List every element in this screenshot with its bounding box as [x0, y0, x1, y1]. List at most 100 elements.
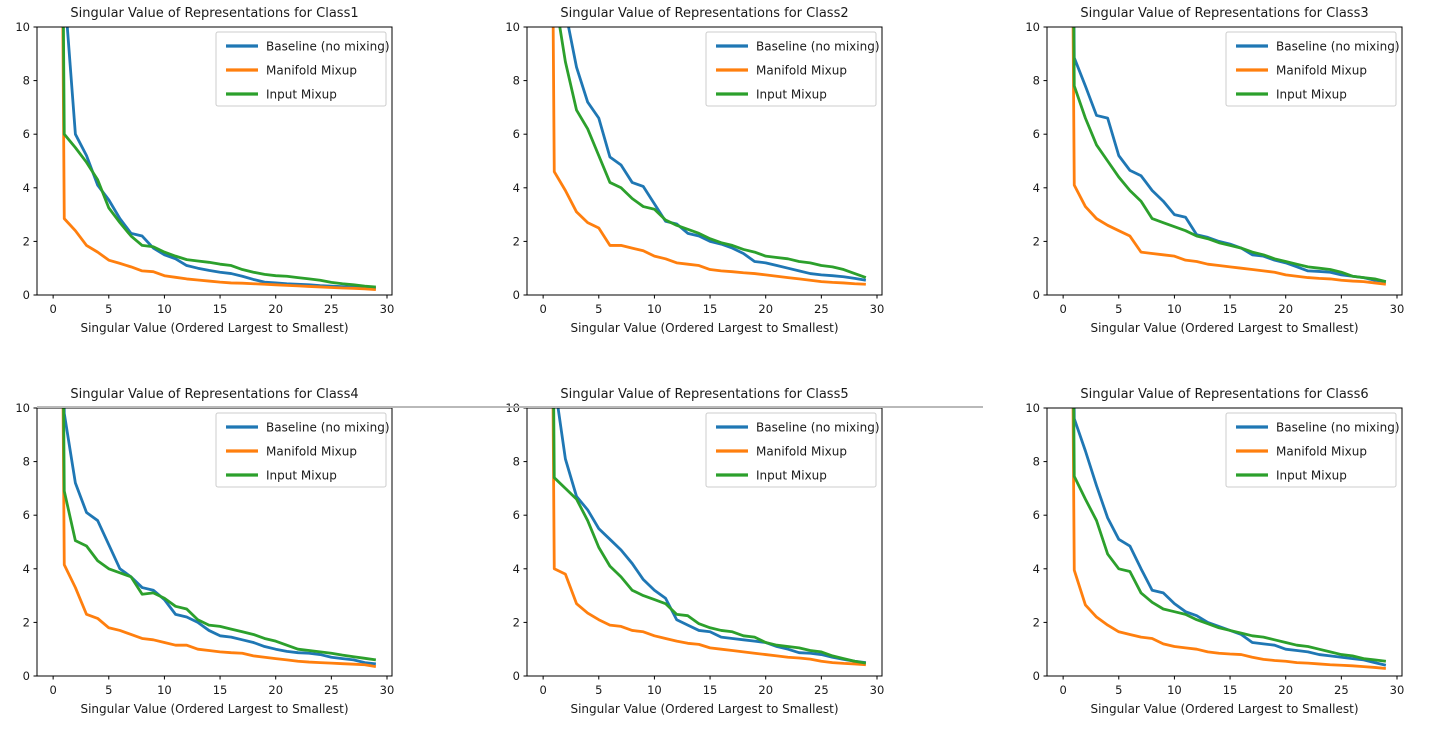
x-tick-label: 0 — [1059, 683, 1066, 697]
x-tick-label: 20 — [268, 302, 283, 316]
legend-label-baseline-no-mixing: Baseline (no mixing) — [756, 40, 880, 54]
legend: Baseline (no mixing) Manifold Mixup Input … — [1225, 31, 1400, 107]
x-tick-label: 25 — [324, 683, 339, 697]
chart-cell-class5: 0 5 10 15 20 25 30 0 2 4 6 8 10 Singular Value of Rep… — [490, 381, 930, 730]
x-tick-label: 20 — [758, 302, 773, 316]
x-tick-label: 5 — [105, 683, 112, 697]
legend-box — [705, 412, 877, 488]
y-tick-label: 10 — [505, 401, 520, 415]
legend-label-baseline-no-mixing: Baseline (no mixing) — [756, 421, 880, 435]
legend: Baseline (no mixing) Manifold Mixup Input … — [215, 31, 390, 107]
legend-box — [705, 31, 877, 107]
series-lines — [61, 27, 376, 292]
x-tick-label: 10 — [157, 683, 172, 697]
x-tick-label: 25 — [324, 302, 339, 316]
series-lines — [1071, 27, 1387, 286]
legend-label-input-mixup: Input Mixup — [266, 88, 337, 102]
legend-box — [215, 31, 387, 107]
x-axis-label: Singular Value (Ordered Largest to Small… — [80, 321, 348, 335]
y-tick-label: 8 — [23, 74, 30, 88]
axes-spines — [36, 26, 393, 296]
legend-label-manifold-mixup: Manifold Mixup — [756, 445, 847, 459]
y-tick-label: 4 — [513, 181, 520, 195]
axes-spines — [526, 407, 883, 677]
line-manifold-mixup — [61, 408, 377, 669]
plot-title: Singular Value of Representations for Cl… — [70, 6, 358, 21]
y-tick-label: 6 — [23, 508, 30, 522]
plot-title: Singular Value of Representations for Cl… — [560, 387, 848, 402]
y-tick-label: 2 — [23, 234, 30, 248]
plot-title: Singular Value of Representations for Cl… — [560, 6, 848, 21]
y-tick-label: 2 — [23, 615, 30, 629]
legend-box — [1225, 31, 1397, 107]
line-input-mixup — [1072, 408, 1387, 663]
y-tick-label: 10 — [1025, 401, 1040, 415]
chart-cell-class1: 0 5 10 15 20 25 30 0 2 4 6 8 10 Singular Value of Rep… — [0, 0, 440, 349]
y-tick-label: 4 — [23, 562, 30, 576]
legend-box — [1225, 412, 1397, 488]
legend-label-input-mixup: Input Mixup — [756, 88, 827, 102]
legend-label-input-mixup: Input Mixup — [266, 469, 337, 483]
x-tick-label: 30 — [870, 302, 885, 316]
line-baseline-no-mixing — [556, 408, 867, 664]
x-tick-label: 5 — [105, 302, 112, 316]
line-manifold-mixup — [61, 27, 376, 292]
y-tick-label: 10 — [15, 401, 30, 415]
x-tick-label: 0 — [1059, 302, 1066, 316]
y-tick-label: 2 — [1033, 234, 1040, 248]
x-axis-label: Singular Value (Ordered Largest to Small… — [80, 702, 348, 716]
x-tick-label: 15 — [213, 683, 228, 697]
series-lines — [551, 408, 867, 667]
y-tick-label: 10 — [1025, 20, 1040, 34]
chart-cell-class3: 0 5 10 15 20 25 30 0 2 4 6 8 10 Singular Value of Rep… — [1010, 0, 1432, 349]
x-tick-label: 5 — [1115, 683, 1122, 697]
x-tick-label: 30 — [870, 683, 885, 697]
line-baseline-no-mixing — [62, 408, 377, 666]
x-tick-label: 0 — [539, 302, 546, 316]
horizontal-artifact-line — [37, 406, 983, 408]
y-tick-label: 6 — [1033, 508, 1040, 522]
axes-spines — [1046, 407, 1403, 677]
x-tick-label: 10 — [647, 302, 662, 316]
legend-label-baseline-no-mixing: Baseline (no mixing) — [266, 421, 390, 435]
y-tick-label: 4 — [513, 562, 520, 576]
y-tick-label: 10 — [15, 20, 30, 34]
x-tick-label: 15 — [703, 302, 718, 316]
x-tick-label: 25 — [1334, 302, 1349, 316]
line-manifold-mixup — [1071, 27, 1387, 286]
axes-spines — [1046, 26, 1403, 296]
chart-cell-class4: 0 5 10 15 20 25 30 0 2 4 6 8 10 Singular Value of Rep… — [0, 381, 440, 730]
x-tick-label: 0 — [49, 683, 56, 697]
x-tick-label: 25 — [1334, 683, 1349, 697]
y-tick-label: 4 — [1033, 181, 1040, 195]
line-input-mixup — [558, 27, 867, 279]
x-tick-label: 15 — [213, 302, 228, 316]
legend-label-baseline-no-mixing: Baseline (no mixing) — [266, 40, 390, 54]
x-tick-label: 30 — [380, 302, 395, 316]
chart-class3: 0 5 10 15 20 25 30 0 2 4 6 8 10 Singular Value of Rep… — [1025, 6, 1404, 335]
y-tick-label: 2 — [513, 615, 520, 629]
chart-class2: 0 5 10 15 20 25 30 0 2 4 6 8 10 Singular Value of Rep… — [505, 6, 885, 335]
x-tick-label: 25 — [814, 302, 829, 316]
legend-label-manifold-mixup: Manifold Mixup — [266, 64, 357, 78]
x-tick-label: 5 — [595, 302, 602, 316]
legend-label-baseline-no-mixing: Baseline (no mixing) — [1276, 40, 1400, 54]
legend-label-manifold-mixup: Manifold Mixup — [266, 445, 357, 459]
axes-spines — [36, 407, 393, 677]
y-tick-label: 0 — [1033, 288, 1040, 302]
series-lines — [61, 408, 377, 669]
plot-title: Singular Value of Representations for Cl… — [1080, 387, 1368, 402]
line-manifold-mixup — [1071, 408, 1386, 670]
y-tick-label: 8 — [1033, 74, 1040, 88]
chart-class6: 0 5 10 15 20 25 30 0 2 4 6 8 10 Singular Value of Rep… — [1025, 387, 1404, 716]
line-input-mixup — [62, 27, 376, 289]
legend-box — [215, 412, 387, 488]
y-tick-label: 10 — [505, 20, 520, 34]
line-baseline-no-mixing — [567, 27, 867, 282]
y-tick-label: 0 — [513, 669, 520, 683]
x-tick-label: 20 — [758, 683, 773, 697]
chart-class4: 0 5 10 15 20 25 30 0 2 4 6 8 10 Singular Value of Rep… — [15, 387, 394, 716]
x-tick-label: 10 — [1167, 683, 1182, 697]
y-tick-label: 6 — [1033, 127, 1040, 141]
